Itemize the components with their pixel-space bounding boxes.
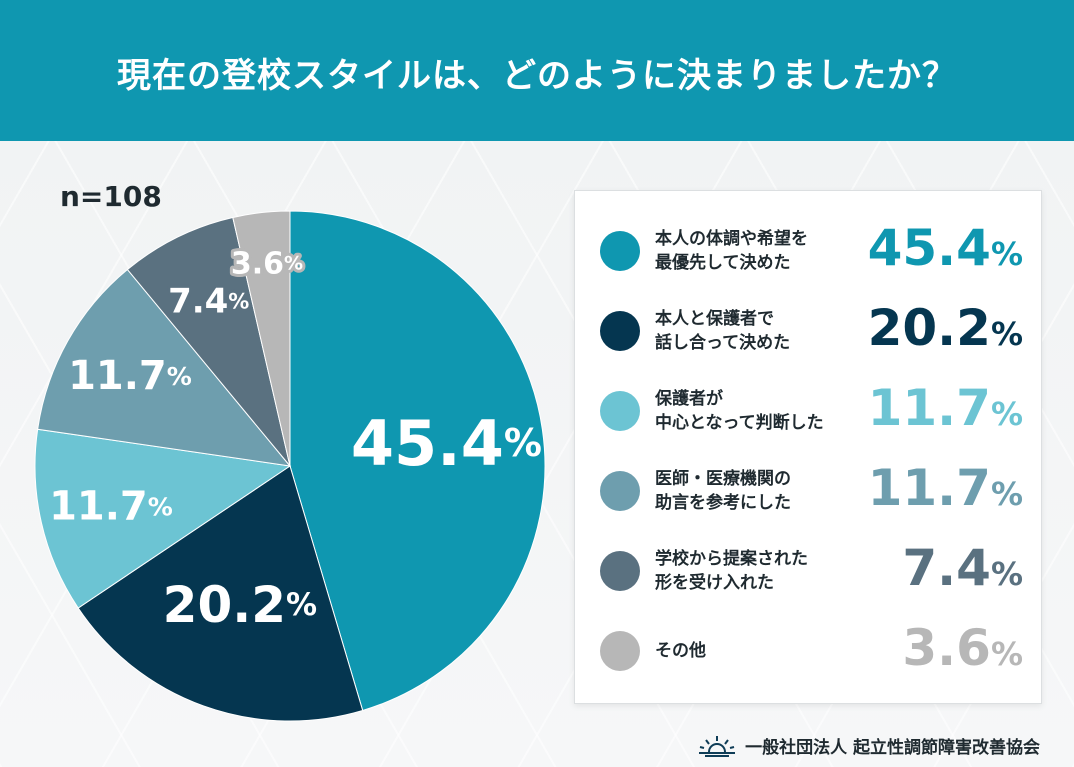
legend-label: 本人の体調や希望を 最優先して決めた bbox=[655, 229, 808, 273]
legend-percent: 45.4% bbox=[867, 219, 1023, 277]
legend-item: その他 3.6% bbox=[575, 616, 1041, 686]
slice-label: 20.2% bbox=[163, 576, 317, 634]
legend-item: 医師・医療機関の 助言を参考にした 11.7% bbox=[575, 456, 1041, 526]
pie-slice bbox=[289, 210, 546, 712]
slice-label: 11.7% bbox=[68, 353, 192, 399]
legend-swatch bbox=[600, 631, 640, 671]
header-banner: 現在の登校スタイルは、どのように決まりましたか？ bbox=[0, 0, 1074, 141]
pie-slice bbox=[37, 268, 292, 467]
sunrise-logo-icon bbox=[699, 735, 736, 757]
legend-label: 医師・医療機関の 助言を参考にした bbox=[655, 469, 791, 513]
legend-swatch bbox=[600, 391, 640, 431]
legend-label: 保護者が 中心となって判断した bbox=[655, 389, 824, 433]
legend-percent: 20.2% bbox=[867, 299, 1023, 357]
legend-label: その他 bbox=[655, 641, 706, 661]
legend-percent: 11.7% bbox=[867, 379, 1023, 437]
footer-org: 一般社団法人 起立性調節障害改善協会 bbox=[697, 733, 1040, 758]
legend-percent: 3.6% bbox=[902, 619, 1023, 677]
legend-swatch bbox=[600, 551, 640, 591]
slice-label: 45.4% bbox=[351, 407, 542, 480]
legend-label: 本人と保護者で 話し合って決めた bbox=[655, 309, 791, 353]
legend: 本人の体調や希望を 最優先して決めた 45.4% 本人と保護者で 話し合って決めた … bbox=[574, 190, 1042, 704]
legend-item: 本人と保護者で 話し合って決めた 20.2% bbox=[575, 296, 1041, 366]
sample-size-label: n=108 bbox=[60, 180, 162, 213]
legend-percent: 11.7% bbox=[867, 459, 1023, 517]
slice-label: 7.4% bbox=[168, 281, 249, 321]
slice-label: 3.6% bbox=[231, 246, 303, 281]
pie-chart: 45.4% 20.2% 11.7% 11.7% 7.4%3.6% bbox=[34, 210, 546, 722]
legend-swatch bbox=[600, 231, 640, 271]
legend-label: 学校から提案された 形を受け入れた bbox=[655, 549, 808, 593]
pie-slice bbox=[77, 465, 364, 722]
chart-title: 現在の登校スタイルは、どのように決まりましたか？ bbox=[117, 56, 957, 96]
slice-label: 11.7% bbox=[49, 484, 173, 530]
legend-item: 学校から提案された 形を受け入れた 7.4% bbox=[575, 536, 1041, 606]
footer-org-name: 一般社団法人 起立性調節障害改善協会 bbox=[745, 738, 1040, 758]
pie-slice bbox=[34, 428, 292, 609]
pie-slice bbox=[126, 216, 291, 467]
legend-swatch bbox=[600, 471, 640, 511]
legend-item: 本人の体調や希望を 最優先して決めた 45.4% bbox=[575, 216, 1041, 286]
legend-percent: 7.4% bbox=[902, 539, 1023, 597]
legend-item: 保護者が 中心となって判断した 11.7% bbox=[575, 376, 1041, 446]
legend-swatch bbox=[600, 311, 640, 351]
pie-slice bbox=[232, 210, 291, 467]
